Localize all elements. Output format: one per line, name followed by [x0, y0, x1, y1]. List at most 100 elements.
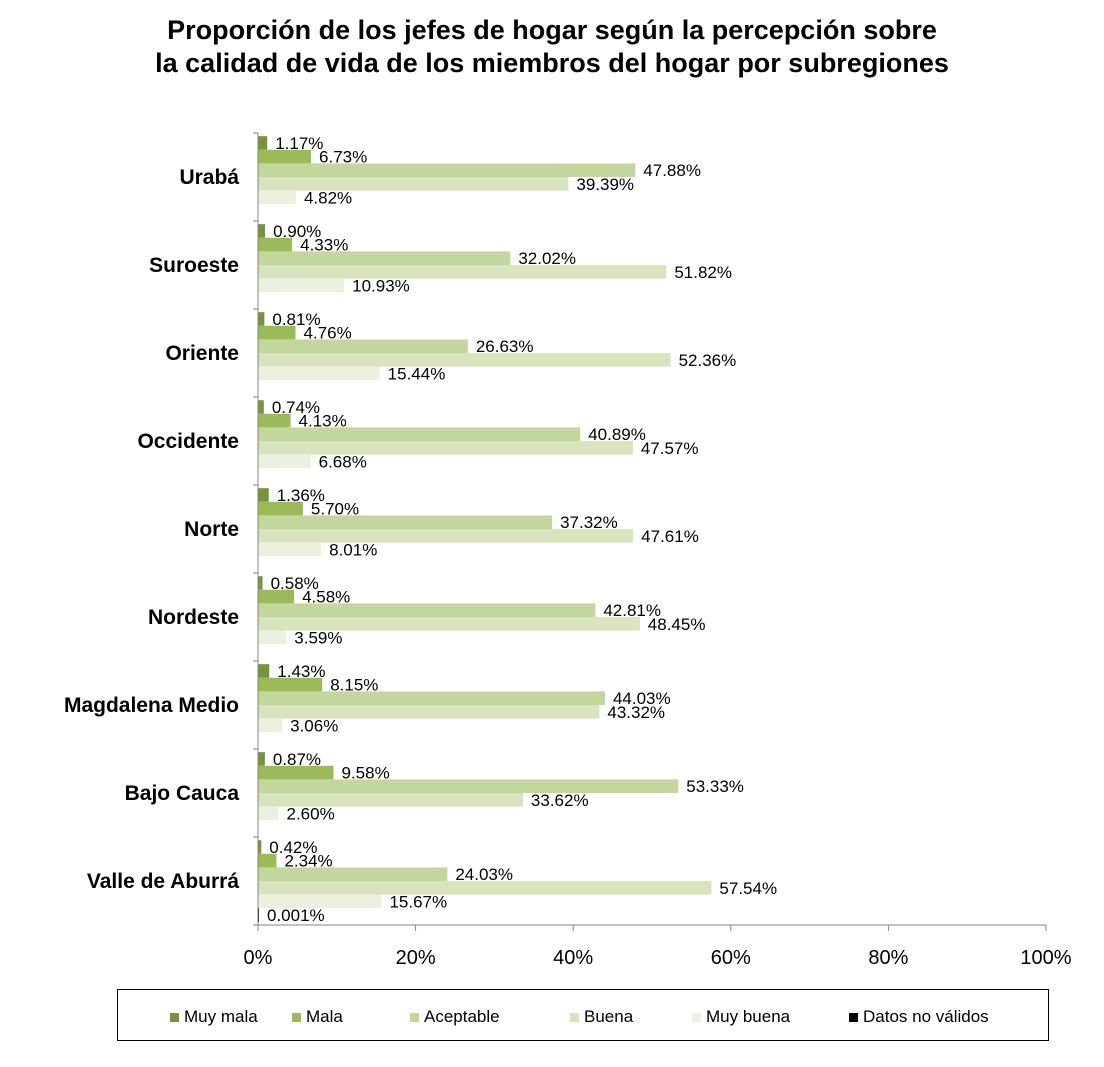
data-label-aceptable-oriente: 26.63% [476, 337, 534, 356]
data-label-buena-occidente: 47.57% [641, 439, 699, 458]
data-label-muy-buena-valle-de-aburra: 15.67% [389, 892, 447, 911]
data-label-muy-mala-occidente: 0.74% [272, 398, 320, 417]
x-tick-label-20: 20% [396, 947, 436, 969]
data-label-muy-mala-magdalena-medio: 1.43% [277, 662, 325, 681]
legend-swatch-datos-no-validos [849, 1012, 858, 1022]
bar-muy-buena-oriente [258, 366, 380, 381]
bar-aceptable-valle-de-aburra [258, 867, 448, 881]
bar-buena-suroeste [258, 265, 667, 279]
data-label-mala-suroeste: 4.33% [300, 236, 348, 255]
bar-mala-occidente [258, 413, 291, 428]
data-label-buena-nordeste: 48.45% [648, 615, 706, 634]
category-label-valle-de-aburra: Valle de Aburrá [87, 870, 239, 893]
legend-item-aceptable: Aceptable [410, 1007, 500, 1027]
bar-buena-oriente [258, 353, 671, 367]
bar-muy-mala-occidente [258, 400, 264, 414]
bar-buena-valle-de-aburra [258, 881, 712, 895]
category-label-oriente: Oriente [165, 342, 239, 365]
bar-mala-nordeste [258, 589, 295, 604]
data-label-mala-norte: 5.70% [311, 500, 359, 519]
data-label-muy-mala-suroeste: 0.90% [273, 222, 321, 241]
bar-mala-norte [258, 501, 303, 516]
data-label-aceptable-uraba: 47.88% [643, 161, 701, 180]
legend-swatch-aceptable [410, 1012, 419, 1022]
bar-aceptable-suroeste [258, 251, 511, 265]
bar-buena-uraba [258, 177, 569, 191]
bar-muy-mala-norte [258, 488, 269, 502]
category-label-suroeste: Suroeste [149, 254, 239, 277]
data-label-muy-buena-bajo-cauca: 2.60% [286, 804, 334, 823]
data-label-buena-valle-de-aburra: 57.54% [719, 879, 777, 898]
data-label-buena-norte: 47.61% [641, 527, 699, 546]
bar-buena-occidente [258, 441, 633, 455]
bar-mala-valle-de-aburra [258, 853, 277, 868]
data-label-buena-magdalena-medio: 43.32% [607, 703, 665, 722]
data-label-buena-bajo-cauca: 33.62% [531, 791, 589, 810]
bar-muy-mala-suroeste [258, 224, 266, 238]
legend-label-muy-buena: Muy buena [706, 1007, 791, 1026]
bar-mala-oriente [258, 325, 296, 340]
chart-title: Proporción de los jefes de hogar según l… [0, 14, 1104, 80]
bar-buena-bajo-cauca [258, 793, 523, 807]
data-label-mala-valle-de-aburra: 2.34% [284, 852, 332, 871]
data-label-muy-mala-oriente: 0.81% [272, 310, 320, 329]
data-label-buena-uraba: 39.39% [576, 175, 634, 194]
data-label-muy-buena-magdalena-medio: 3.06% [290, 716, 338, 735]
data-label-muy-mala-norte: 1.36% [277, 486, 325, 505]
data-label-muy-mala-uraba: 1.17% [275, 134, 323, 153]
data-label-buena-oriente: 52.36% [679, 351, 737, 370]
legend-swatch-buena [570, 1012, 579, 1022]
bar-muy-buena-norte [258, 542, 322, 557]
category-label-norte: Norte [184, 518, 239, 541]
data-label-aceptable-norte: 37.32% [560, 513, 618, 532]
data-label-datos-no-validos-valle-de-aburra: 0.001% [267, 906, 325, 925]
data-label-mala-magdalena-medio: 8.15% [330, 676, 378, 695]
bar-mala-uraba [258, 149, 312, 164]
data-label-aceptable-valle-de-aburra: 24.03% [455, 865, 513, 884]
legend-label-aceptable: Aceptable [424, 1007, 500, 1026]
data-label-aceptable-bajo-cauca: 53.33% [686, 777, 744, 796]
bar-muy-mala-magdalena-medio [258, 664, 270, 678]
legend-swatch-mala [292, 1012, 301, 1022]
data-label-muy-buena-oriente: 15.44% [388, 364, 446, 383]
data-label-muy-buena-occidente: 6.68% [319, 452, 367, 471]
data-label-aceptable-magdalena-medio: 44.03% [613, 689, 671, 708]
legend-label-buena: Buena [584, 1007, 634, 1026]
category-label-uraba: Urabá [179, 166, 239, 189]
data-label-muy-buena-suroeste: 10.93% [352, 276, 410, 295]
bar-aceptable-magdalena-medio [258, 691, 605, 705]
bar-muy-mala-nordeste [258, 576, 263, 590]
category-label-bajo-cauca: Bajo Cauca [125, 782, 240, 805]
bar-mala-magdalena-medio [258, 677, 323, 692]
legend-item-muy-mala: Muy mala [170, 1007, 258, 1027]
data-label-muy-mala-bajo-cauca: 0.87% [273, 750, 321, 769]
data-label-buena-suroeste: 51.82% [674, 263, 732, 282]
legend-label-datos-no-validos: Datos no válidos [863, 1007, 989, 1026]
bar-aceptable-occidente [258, 427, 581, 441]
bar-muy-buena-uraba [258, 190, 296, 205]
bar-muy-buena-valle-de-aburra [258, 894, 382, 909]
category-label-nordeste: Nordeste [148, 606, 239, 629]
bar-aceptable-oriente [258, 339, 468, 353]
chart-title-line-1: Proporción de los jefes de hogar según l… [167, 15, 937, 45]
chart-title-line-2: la calidad de vida de los miembros del h… [155, 48, 949, 78]
bar-muy-buena-magdalena-medio [258, 718, 283, 733]
data-label-mala-oriente: 4.76% [304, 324, 352, 343]
legend-item-datos-no-validos: Datos no válidos [849, 1007, 989, 1027]
category-label-magdalena-medio: Magdalena Medio [64, 694, 239, 717]
bar-muy-mala-bajo-cauca [258, 752, 265, 766]
data-label-aceptable-nordeste: 42.81% [603, 601, 661, 620]
data-label-muy-mala-nordeste: 0.58% [271, 574, 319, 593]
data-label-mala-nordeste: 4.58% [302, 588, 350, 607]
bar-mala-bajo-cauca [258, 765, 334, 780]
bar-buena-nordeste [258, 617, 640, 631]
legend-item-muy-buena: Muy buena [692, 1007, 790, 1027]
x-tick-label-60: 60% [711, 947, 751, 969]
data-label-muy-buena-uraba: 4.82% [304, 188, 352, 207]
x-tick-label-0: 0% [244, 947, 273, 969]
bar-muy-buena-bajo-cauca [258, 806, 279, 821]
legend-swatch-muy-mala [170, 1012, 179, 1022]
bar-aceptable-bajo-cauca [258, 779, 679, 793]
bar-muy-buena-suroeste [258, 278, 345, 293]
x-tick-label-40: 40% [553, 947, 593, 969]
